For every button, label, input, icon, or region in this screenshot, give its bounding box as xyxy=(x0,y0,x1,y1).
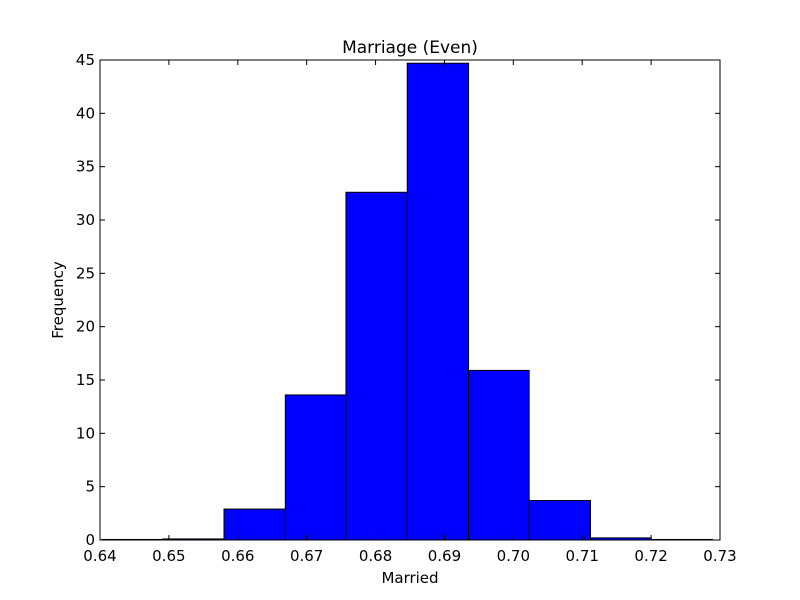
histogram-bars xyxy=(101,62,713,541)
x-axis-label: Married xyxy=(381,569,438,587)
x-tick-label: 0.72 xyxy=(634,547,667,565)
y-tick-label: 25 xyxy=(76,264,95,282)
x-tick-label: 0.65 xyxy=(152,547,185,565)
x-axis-ticks: 0.64 0.65 0.66 0.67 0.68 0.69 0.70 0.71 0.72 0.73 xyxy=(83,60,737,565)
histogram-bar xyxy=(406,62,470,541)
y-tick-label: 20 xyxy=(76,318,95,336)
chart-title: Marriage (Even) xyxy=(342,38,478,58)
histogram-bar xyxy=(284,394,347,541)
histogram-bar xyxy=(468,369,530,541)
plot-frame xyxy=(99,59,721,541)
x-tick-label: 0.73 xyxy=(703,547,736,565)
y-tick-label: 40 xyxy=(76,104,95,122)
histogram-bar xyxy=(223,508,286,541)
y-axis-ticks: 0 5 10 15 20 25 30 35 40 45 xyxy=(76,51,720,549)
y-tick-label: 5 xyxy=(85,478,95,496)
x-tick-label: 0.67 xyxy=(290,547,323,565)
x-tick-label: 0.66 xyxy=(221,547,254,565)
y-tick-label: 15 xyxy=(76,371,95,389)
x-tick-label: 0.70 xyxy=(497,547,530,565)
x-tick-label: 0.64 xyxy=(83,547,116,565)
histogram-bar xyxy=(345,191,408,541)
y-tick-label: 10 xyxy=(76,424,95,442)
y-axis-label: Frequency xyxy=(49,261,67,339)
x-tick-label: 0.68 xyxy=(359,547,392,565)
y-tick-label: 0 xyxy=(85,531,95,549)
x-tick-label: 0.71 xyxy=(566,547,599,565)
histogram-bar xyxy=(528,500,591,541)
y-tick-label: 30 xyxy=(76,211,95,229)
y-tick-label: 35 xyxy=(76,158,95,176)
y-tick-label: 45 xyxy=(76,51,95,69)
x-tick-label: 0.69 xyxy=(428,547,461,565)
